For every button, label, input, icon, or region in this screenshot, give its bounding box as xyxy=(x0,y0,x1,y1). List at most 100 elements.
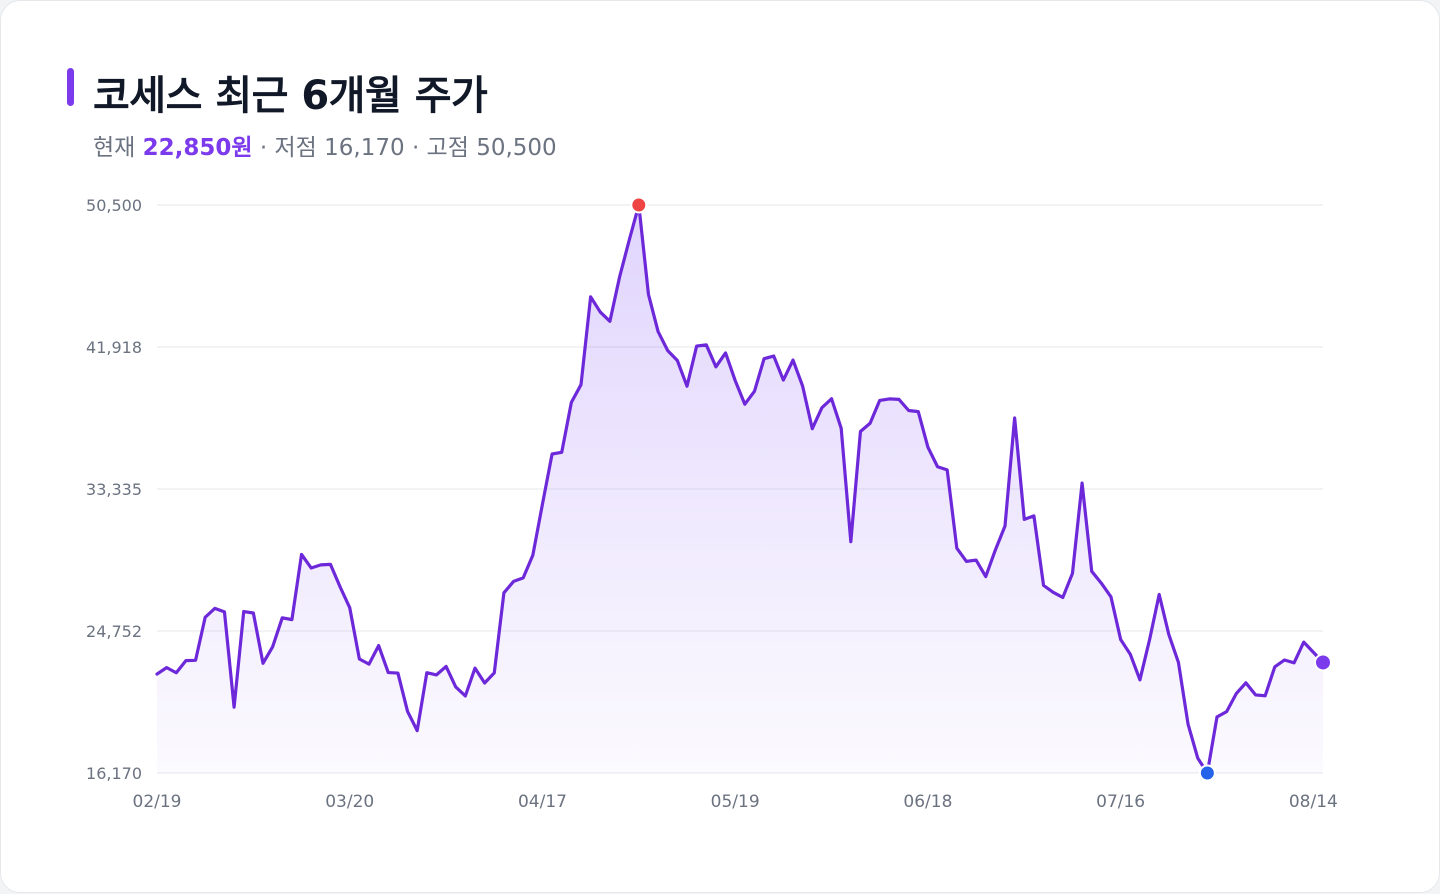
price-point xyxy=(1109,595,1113,599)
price-point xyxy=(849,540,853,544)
price-point xyxy=(1061,595,1065,599)
price-point xyxy=(695,344,699,348)
price-point xyxy=(868,421,872,425)
price-point xyxy=(666,349,670,353)
price-point xyxy=(656,330,660,334)
price-point xyxy=(1090,569,1094,573)
y-tick-label: 16,170 xyxy=(86,764,142,783)
price-point xyxy=(232,705,236,709)
price-point xyxy=(261,661,265,665)
price-point xyxy=(338,585,342,589)
price-point xyxy=(1157,592,1161,596)
price-point xyxy=(444,664,448,668)
x-tick-label: 02/19 xyxy=(133,792,182,812)
price-point xyxy=(887,397,891,401)
price-point xyxy=(801,384,805,388)
price-point xyxy=(290,618,294,622)
high-marker xyxy=(630,196,648,214)
price-point xyxy=(155,672,159,676)
price-point xyxy=(1292,661,1296,665)
price-point xyxy=(907,408,911,412)
price-point xyxy=(1263,694,1267,698)
price-point xyxy=(936,465,940,469)
y-tick-label: 33,335 xyxy=(86,480,142,499)
price-point xyxy=(1302,640,1306,644)
price-point xyxy=(858,430,862,434)
title-accent-bar xyxy=(67,68,74,106)
price-point xyxy=(646,292,650,296)
price-point xyxy=(878,398,882,402)
price-point xyxy=(1022,517,1026,521)
price-point xyxy=(579,383,583,387)
x-tick-label: 05/19 xyxy=(711,792,760,812)
price-point xyxy=(165,666,169,670)
low-marker xyxy=(1198,764,1216,782)
x-tick-label: 08/14 xyxy=(1289,792,1338,812)
price-point xyxy=(184,659,188,663)
x-tick-label: 07/16 xyxy=(1096,792,1145,812)
price-point xyxy=(752,389,756,393)
high-label: · 고점 xyxy=(411,135,469,161)
price-point xyxy=(964,559,968,563)
price-line xyxy=(155,203,1325,775)
price-point xyxy=(762,357,766,361)
price-point xyxy=(483,681,487,685)
price-point xyxy=(550,452,554,456)
price-point xyxy=(502,591,506,595)
price-point xyxy=(791,358,795,362)
price-point xyxy=(772,354,776,358)
price-point xyxy=(473,666,477,670)
price-point xyxy=(1032,514,1036,518)
price-point xyxy=(319,563,323,567)
price-point xyxy=(714,365,718,369)
price-point xyxy=(540,502,544,506)
x-axis-ticks: 02/19 03/20 04/17 05/19 06/18 07/16 08/14 xyxy=(133,792,1338,812)
price-point xyxy=(415,729,419,733)
price-point xyxy=(1119,637,1123,641)
price-point xyxy=(598,310,602,314)
price-point xyxy=(367,662,371,666)
low-value: 16,170 xyxy=(324,135,405,161)
current-label: 현재 xyxy=(93,135,136,161)
price-point xyxy=(897,397,901,401)
price-point xyxy=(348,606,352,610)
price-point xyxy=(1311,650,1315,654)
price-point xyxy=(830,397,834,401)
chart-title: 코세스 최근 6개월 주가 xyxy=(93,73,488,119)
price-point xyxy=(357,657,361,661)
price-point xyxy=(569,400,573,404)
price-point xyxy=(1128,652,1132,656)
price-area-fill xyxy=(157,205,1323,773)
high-value: 50,500 xyxy=(476,135,557,161)
price-point xyxy=(839,426,843,430)
price-point xyxy=(463,694,467,698)
price-point xyxy=(194,658,198,662)
price-point xyxy=(203,615,207,619)
price-point xyxy=(608,319,612,323)
price-point xyxy=(1042,583,1046,587)
price-point xyxy=(1273,665,1277,669)
last-marker xyxy=(1314,653,1332,672)
price-point xyxy=(1234,692,1238,696)
price-point xyxy=(222,610,226,614)
price-point xyxy=(512,579,516,583)
price-point xyxy=(434,673,438,677)
price-point xyxy=(810,427,814,431)
price-point xyxy=(1244,681,1248,685)
price-point xyxy=(1080,481,1084,485)
price-point xyxy=(675,359,679,363)
price-point xyxy=(945,468,949,472)
price-point xyxy=(1013,416,1017,420)
price-point xyxy=(1282,658,1286,662)
price-point xyxy=(1138,678,1142,682)
price-point xyxy=(743,402,747,406)
price-point xyxy=(781,378,785,382)
price-point xyxy=(280,616,284,620)
y-tick-label: 50,500 xyxy=(86,196,142,215)
price-point xyxy=(820,406,824,410)
price-point xyxy=(685,384,689,388)
price-point xyxy=(531,553,535,557)
price-point xyxy=(242,610,246,614)
